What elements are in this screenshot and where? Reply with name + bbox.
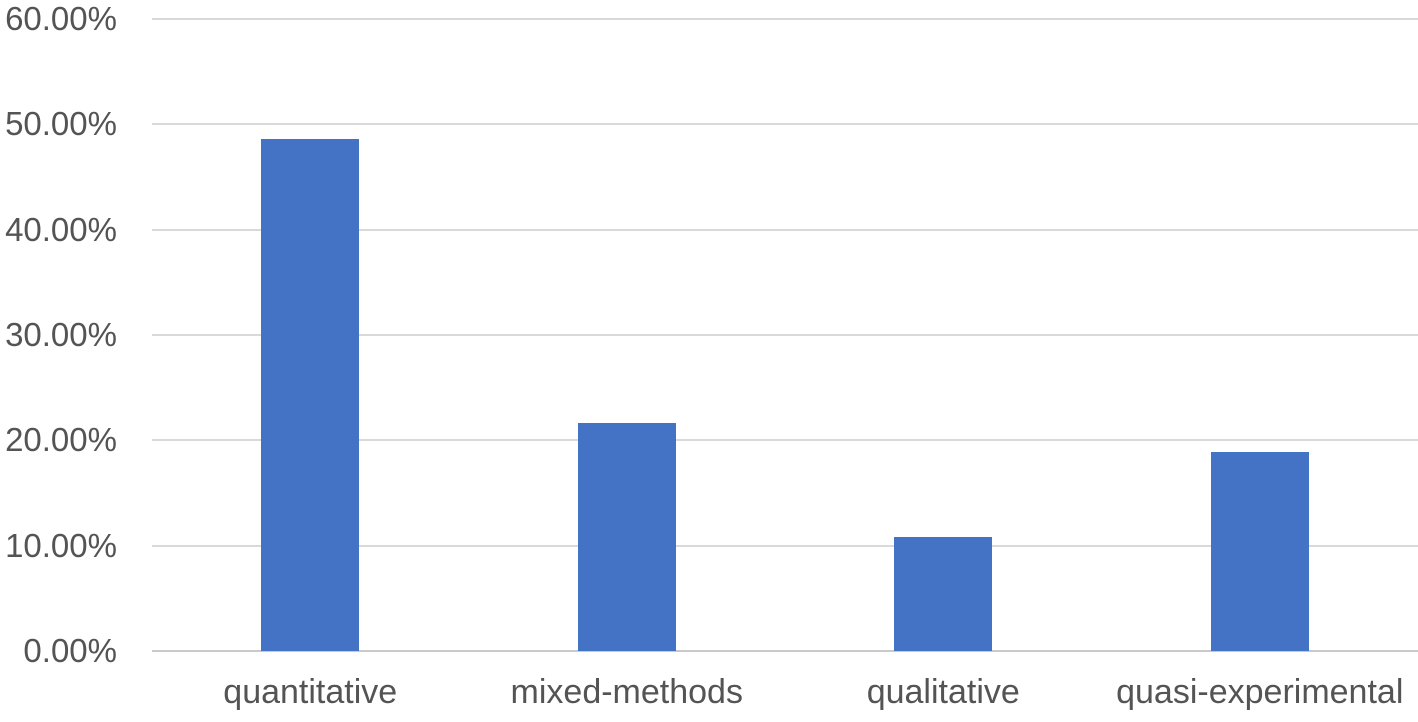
y-axis-tick-label: 20.00% bbox=[5, 421, 117, 459]
x-axis-label-qualitative: qualitative bbox=[866, 673, 1020, 711]
gridline-30 bbox=[152, 334, 1418, 336]
y-axis-tick-label: 50.00% bbox=[5, 105, 117, 143]
y-axis-tick-label: 40.00% bbox=[5, 210, 117, 248]
bar-quantitative bbox=[261, 138, 360, 651]
y-axis-tick-label: 60.00% bbox=[5, 0, 117, 37]
bar-mixed-methods bbox=[577, 423, 676, 651]
gridline-50 bbox=[152, 123, 1418, 126]
gridline-10 bbox=[152, 544, 1418, 547]
y-axis-tick-label: 0.00% bbox=[23, 632, 117, 669]
bar-qualitative bbox=[894, 537, 993, 651]
y-axis-tick-label: 30.00% bbox=[5, 316, 117, 353]
x-axis-label-quasi-experimental: quasi-experimental bbox=[1116, 673, 1404, 711]
gridline-60 bbox=[152, 18, 1418, 20]
x-axis-line bbox=[152, 650, 1418, 652]
bar-quasi-experimental bbox=[1210, 451, 1309, 651]
x-axis-label-mixed-methods: mixed-methods bbox=[510, 673, 743, 711]
gridline-40 bbox=[152, 228, 1418, 231]
y-axis-tick-label: 10.00% bbox=[5, 526, 117, 564]
x-axis-label-quantitative: quantitative bbox=[223, 673, 398, 711]
gridline-20 bbox=[152, 439, 1418, 442]
